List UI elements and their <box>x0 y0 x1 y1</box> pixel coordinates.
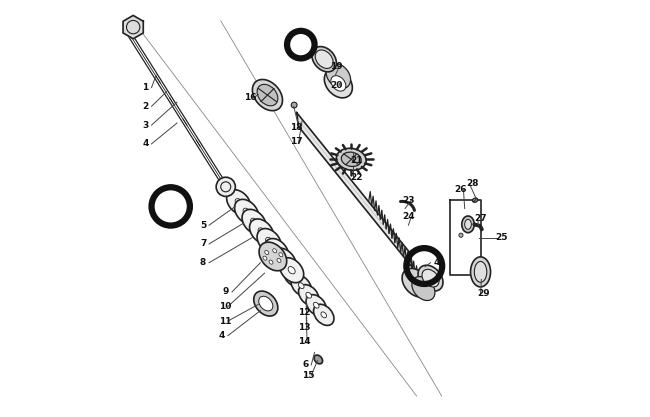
Text: 19: 19 <box>330 62 343 71</box>
Ellipse shape <box>412 276 435 301</box>
Text: 26: 26 <box>454 185 467 194</box>
Ellipse shape <box>321 312 326 318</box>
Ellipse shape <box>251 218 257 226</box>
Ellipse shape <box>265 239 289 264</box>
Polygon shape <box>123 15 143 39</box>
Ellipse shape <box>313 302 319 308</box>
Text: 6: 6 <box>302 360 308 369</box>
Ellipse shape <box>250 219 274 244</box>
Text: 1: 1 <box>142 83 149 92</box>
Text: 7: 7 <box>200 239 206 249</box>
Ellipse shape <box>227 190 251 215</box>
Ellipse shape <box>315 50 333 68</box>
Text: 21: 21 <box>350 156 363 165</box>
Ellipse shape <box>326 63 350 88</box>
Text: 14: 14 <box>298 337 311 347</box>
Text: 27: 27 <box>474 214 487 224</box>
Ellipse shape <box>331 75 346 91</box>
Ellipse shape <box>471 257 491 287</box>
Ellipse shape <box>462 216 474 233</box>
Text: 4: 4 <box>142 139 149 148</box>
Ellipse shape <box>291 273 296 279</box>
Ellipse shape <box>269 260 273 264</box>
Ellipse shape <box>243 208 250 216</box>
Ellipse shape <box>298 283 304 289</box>
Ellipse shape <box>313 304 334 325</box>
Text: 10: 10 <box>218 302 231 311</box>
Ellipse shape <box>272 248 296 273</box>
Text: 5: 5 <box>200 221 206 230</box>
Ellipse shape <box>242 209 266 234</box>
Text: 23: 23 <box>402 196 415 205</box>
Polygon shape <box>296 113 413 268</box>
Ellipse shape <box>273 249 277 253</box>
Text: 29: 29 <box>477 289 489 299</box>
Text: 13: 13 <box>298 323 311 332</box>
Ellipse shape <box>257 229 281 254</box>
Ellipse shape <box>266 237 272 245</box>
Text: 2: 2 <box>142 102 149 111</box>
Ellipse shape <box>265 251 268 254</box>
Ellipse shape <box>474 261 487 282</box>
Ellipse shape <box>341 152 361 166</box>
Text: 4: 4 <box>218 331 228 340</box>
Ellipse shape <box>254 291 278 316</box>
Ellipse shape <box>259 242 287 271</box>
Ellipse shape <box>402 269 430 297</box>
Text: 8: 8 <box>200 258 206 267</box>
Ellipse shape <box>273 247 280 255</box>
Ellipse shape <box>298 285 319 306</box>
Ellipse shape <box>291 275 311 296</box>
Ellipse shape <box>258 228 265 235</box>
Text: 16: 16 <box>244 93 256 103</box>
Ellipse shape <box>263 256 267 260</box>
Ellipse shape <box>235 198 242 206</box>
Text: 9: 9 <box>223 287 229 296</box>
Text: 25: 25 <box>495 233 508 242</box>
Ellipse shape <box>465 219 471 229</box>
Text: 15: 15 <box>302 371 315 380</box>
Text: 28: 28 <box>466 179 478 188</box>
Circle shape <box>216 177 235 196</box>
Text: 12: 12 <box>298 308 311 317</box>
Text: 18: 18 <box>289 123 302 132</box>
Ellipse shape <box>259 296 273 311</box>
Circle shape <box>291 102 297 108</box>
Ellipse shape <box>280 258 304 283</box>
Ellipse shape <box>235 199 259 224</box>
Ellipse shape <box>418 265 443 291</box>
Text: 4: 4 <box>434 258 439 267</box>
Ellipse shape <box>324 69 352 98</box>
Ellipse shape <box>283 266 304 286</box>
Ellipse shape <box>336 148 366 170</box>
Ellipse shape <box>473 198 478 202</box>
Text: 22: 22 <box>350 173 363 182</box>
Text: 24: 24 <box>402 212 415 221</box>
Ellipse shape <box>257 84 278 106</box>
Ellipse shape <box>422 269 439 287</box>
Ellipse shape <box>314 355 322 364</box>
Text: 11: 11 <box>218 317 231 326</box>
Ellipse shape <box>281 257 288 264</box>
Text: 17: 17 <box>289 137 302 146</box>
Ellipse shape <box>312 47 337 72</box>
Ellipse shape <box>288 266 295 274</box>
Ellipse shape <box>277 259 281 262</box>
Text: 20: 20 <box>330 81 343 90</box>
Text: 3: 3 <box>142 121 149 130</box>
Ellipse shape <box>252 80 283 111</box>
Ellipse shape <box>306 295 326 316</box>
Ellipse shape <box>306 292 311 298</box>
Circle shape <box>459 233 463 237</box>
Ellipse shape <box>279 253 283 257</box>
